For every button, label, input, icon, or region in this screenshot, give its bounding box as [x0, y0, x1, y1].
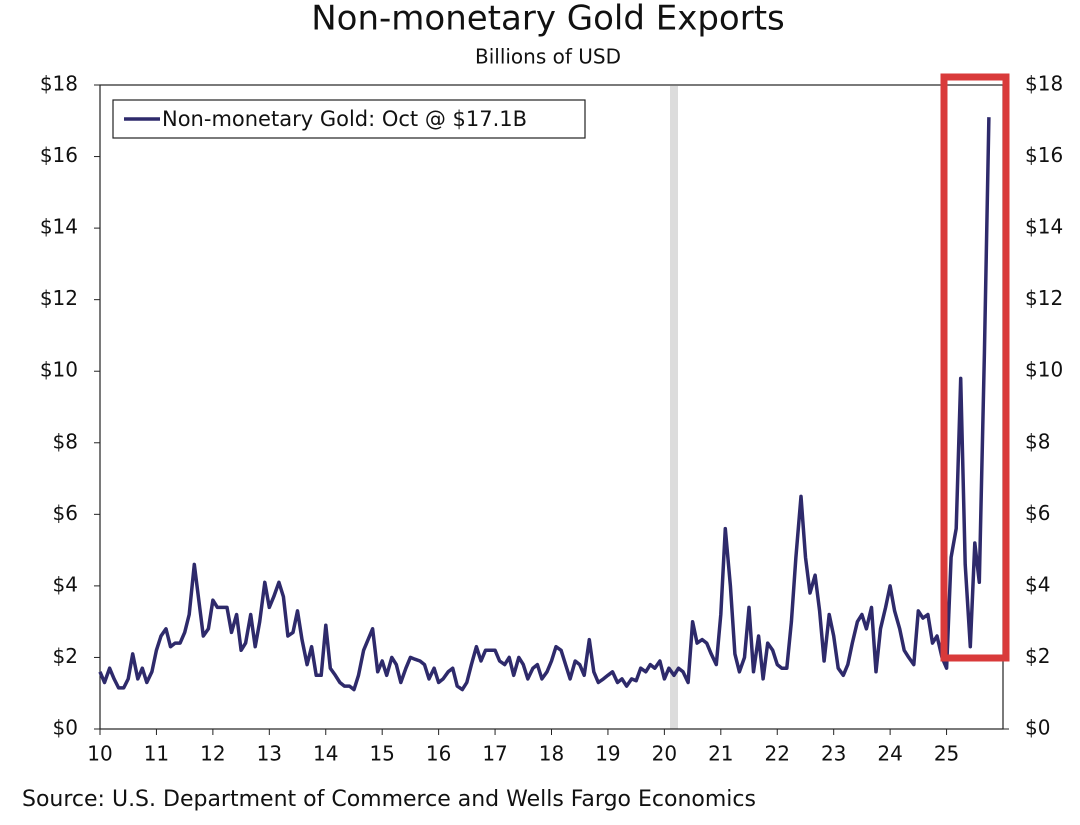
x-tick-label: 22 — [765, 742, 790, 766]
x-tick-label: 17 — [482, 742, 507, 766]
data-line — [98, 117, 991, 692]
y-tick-label: $2 — [53, 644, 78, 668]
y-tick-label: $18 — [40, 72, 78, 96]
source-note: Source: U.S. Department of Commerce and … — [22, 787, 756, 812]
y2-tick-label: $8 — [1025, 429, 1050, 453]
x-tick-label: 23 — [821, 742, 846, 766]
chart-title: Non-monetary Gold Exports — [311, 0, 785, 39]
x-tick-label: 12 — [200, 742, 225, 766]
x-tick-label: 21 — [708, 742, 733, 766]
y-tick-label: $8 — [53, 429, 78, 453]
x-tick-label: 16 — [426, 742, 451, 766]
x-tick-label: 13 — [257, 742, 282, 766]
recession-shade — [670, 86, 678, 729]
x-tick-label: 24 — [877, 742, 902, 766]
y-tick-label: $14 — [40, 215, 78, 239]
y-tick-label: $16 — [40, 143, 78, 167]
x-tick-label: 19 — [595, 742, 620, 766]
x-tick-label: 18 — [539, 742, 564, 766]
y2-tick-label: $10 — [1025, 358, 1063, 382]
x-tick-label: 10 — [87, 742, 112, 766]
x-tick-label: 25 — [934, 742, 959, 766]
legend-box — [112, 99, 586, 139]
y2-tick-label: $12 — [1025, 286, 1063, 310]
y2-tick-label: $16 — [1025, 143, 1063, 167]
y-tick-label: $12 — [40, 286, 78, 310]
y2-tick-label: $4 — [1025, 572, 1050, 596]
highlight-box — [940, 73, 1010, 662]
y-tick-label: $10 — [40, 358, 78, 382]
y2-tick-label: $0 — [1025, 716, 1050, 740]
y-tick-label: $0 — [53, 716, 78, 740]
legend-label: Non-monetary Gold: Oct @ $17.1B — [162, 107, 527, 131]
y2-tick-label: $18 — [1025, 72, 1063, 96]
x-tick-label: 14 — [313, 742, 338, 766]
y-tick-label: $4 — [53, 572, 78, 596]
x-tick-label: 15 — [369, 742, 394, 766]
plot-frame — [99, 84, 1004, 730]
y-tick-label: $6 — [53, 501, 78, 525]
y2-tick-label: $6 — [1025, 501, 1050, 525]
y2-tick-label: $2 — [1025, 644, 1050, 668]
chart-subtitle: Billions of USD — [475, 45, 621, 69]
x-tick-label: 20 — [652, 742, 677, 766]
x-tick-label: 11 — [144, 742, 169, 766]
y2-tick-label: $14 — [1025, 215, 1063, 239]
